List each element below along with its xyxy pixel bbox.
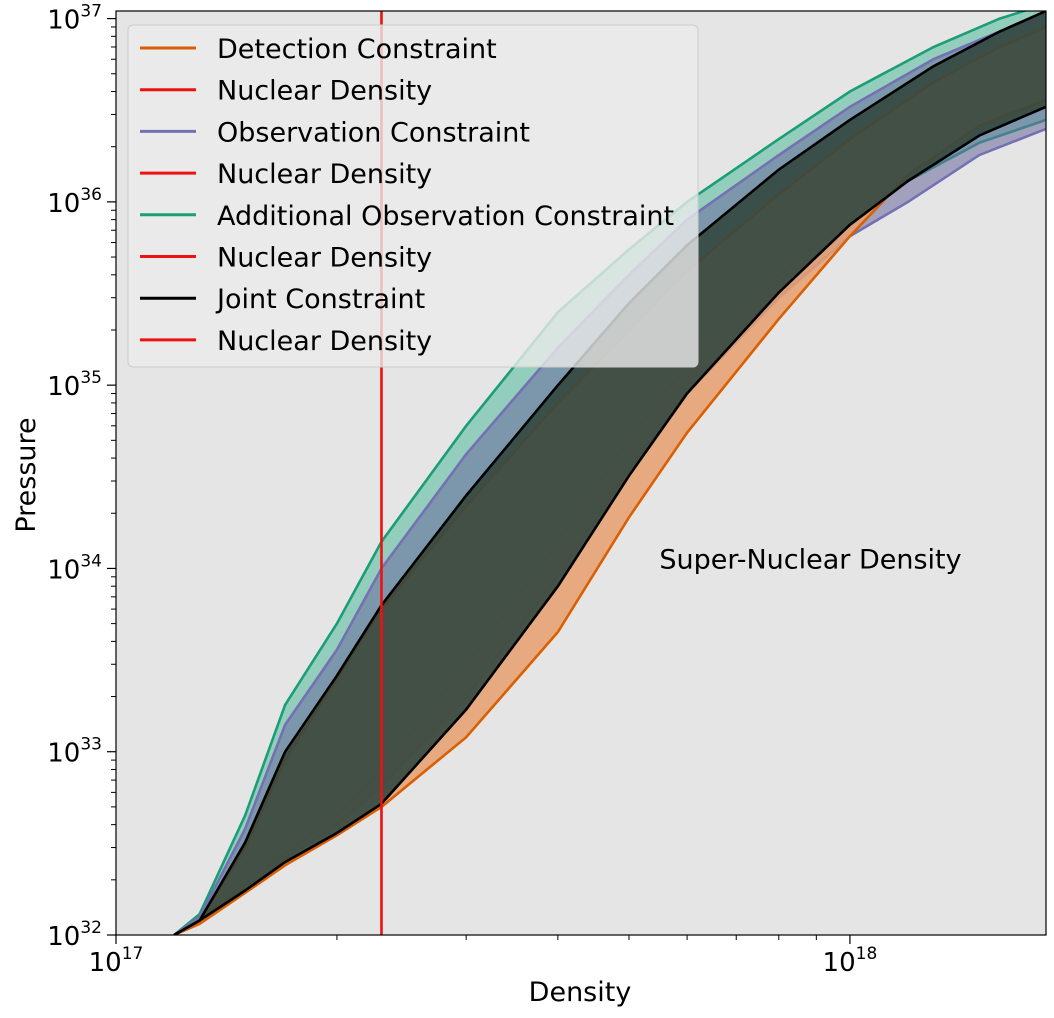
y-axis-title: Pressure — [11, 417, 42, 532]
x-axis: 1017 1018 — [89, 935, 878, 978]
legend-label-nuclear-density: Nuclear Density — [217, 159, 432, 190]
plot-frame — [115, 10, 1047, 936]
legend-label-joint-constraint: Joint Constraint — [215, 284, 425, 315]
x-tick-label: 1018 — [823, 944, 878, 978]
y-tick-label: 1035 — [47, 368, 102, 402]
legend-label-nuclear-density: Nuclear Density — [217, 243, 432, 274]
y-axis: 1032 1033 1034 1035 1036 1037 — [47, 2, 116, 952]
legend-label-observation-constraint: Observation Constraint — [217, 117, 530, 148]
y-tick-label: 1032 — [47, 918, 102, 952]
legend-label-additional-observation-constraint: Additional Observation Constraint — [217, 201, 674, 232]
y-tick-label: 1036 — [47, 185, 102, 219]
joint-constraint-band — [174, 11, 1046, 935]
joint-constraint-lower-line — [173, 105, 1046, 935]
joint-constraint-upper-line — [173, 11, 1046, 935]
legend: Detection Constraint Nuclear Density Obser… — [127, 24, 699, 368]
constraint-bands — [173, 11, 1046, 935]
x-tick-label: 1017 — [89, 944, 144, 978]
legend-label-nuclear-density: Nuclear Density — [217, 76, 432, 107]
annotation-super-nuclear-density: Super-Nuclear Density — [659, 544, 961, 575]
y-tick-label: 1034 — [47, 551, 102, 585]
x-axis-title: Density — [529, 977, 632, 1008]
legend-box — [127, 24, 699, 368]
legend-label-detection-constraint: Detection Constraint — [217, 34, 497, 65]
y-tick-label: 1033 — [47, 735, 102, 769]
legend-label-nuclear-density: Nuclear Density — [217, 326, 432, 357]
y-tick-label: 1037 — [47, 2, 102, 36]
